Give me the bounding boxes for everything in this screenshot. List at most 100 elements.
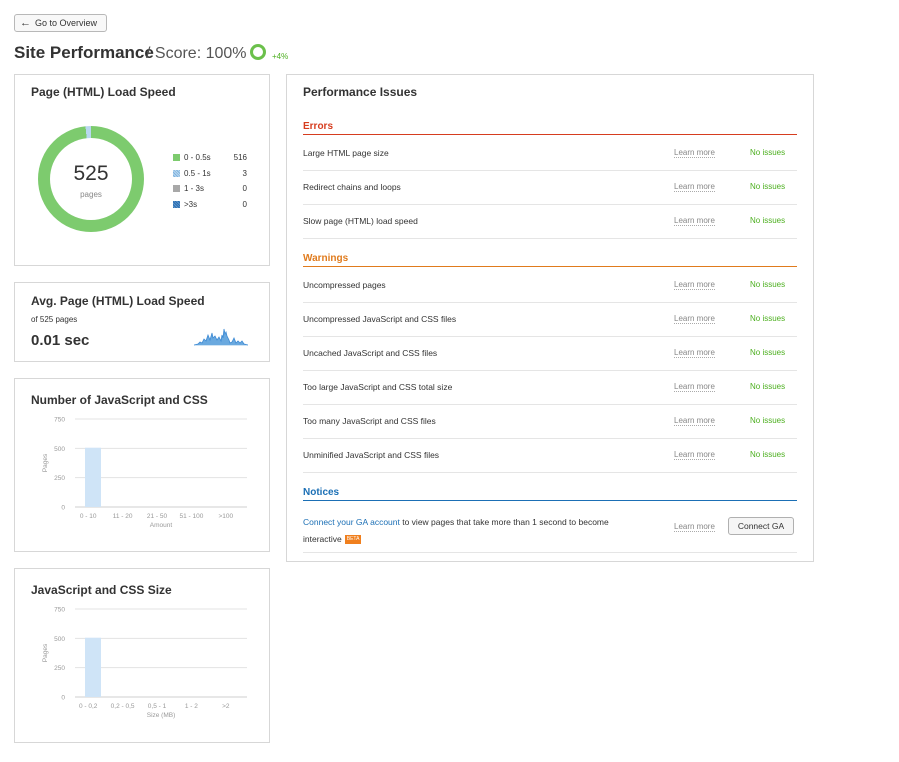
issue-row: Uncompressed JavaScript and CSS files Lea…	[303, 303, 797, 337]
learn-more-link[interactable]: Learn more	[674, 416, 715, 426]
issue-name: Redirect chains and loops	[303, 182, 401, 192]
legend-item[interactable]: 0.5 - 1s 3	[173, 168, 247, 184]
issue-row: Uncompressed pages Learn more No issues	[303, 269, 797, 303]
learn-more-link[interactable]: Learn more	[674, 148, 715, 158]
card-title: Performance Issues	[303, 85, 418, 99]
y-axis-label: Pages	[42, 643, 49, 662]
legend-label: 1 - 3s	[184, 184, 205, 193]
beta-badge: BETA	[344, 535, 362, 545]
y-tick-label: 250	[54, 475, 65, 482]
avg-speed-value: 0.01 sec	[31, 332, 90, 349]
legend-value: 516	[233, 153, 247, 162]
issue-name: Too large JavaScript and CSS total size	[303, 382, 453, 392]
legend-value: 3	[242, 168, 247, 178]
learn-more-link[interactable]: Learn more	[674, 182, 715, 192]
card-title: Avg. Page (HTML) Load Speed	[31, 294, 205, 308]
errors-heading: Errors	[303, 121, 797, 135]
legend-swatch	[173, 200, 180, 208]
x-tick-label: 11 - 20	[113, 513, 133, 520]
y-tick-label: 500	[54, 446, 65, 453]
legend-item[interactable]: 0 - 0.5s 516	[173, 152, 247, 168]
issue-status: No issues	[750, 182, 786, 191]
legend-swatch	[173, 185, 180, 192]
issue-name: Too many JavaScript and CSS files	[303, 416, 436, 426]
legend-value: 0	[242, 199, 247, 209]
x-tick-label: 0,2 - 0,5	[111, 703, 135, 710]
issue-name: Unminified JavaScript and CSS files	[303, 450, 440, 460]
avg-load-speed-card: Avg. Page (HTML) Load Speed of 525 pages…	[14, 282, 270, 362]
performance-issues-panel: Performance Issues Errors Large HTML pag…	[286, 74, 814, 562]
issue-row: Too many JavaScript and CSS files Learn m…	[303, 405, 797, 439]
learn-more-link[interactable]: Learn more	[674, 314, 715, 324]
go-to-overview-label: Go to Overview	[35, 18, 98, 28]
y-tick-label: 0	[61, 505, 65, 512]
learn-more-link[interactable]: Learn more	[674, 280, 715, 290]
page-title: Site Performance	[14, 43, 154, 62]
learn-more-link[interactable]: Learn more	[674, 450, 715, 460]
issue-status: No issues	[750, 314, 786, 323]
issue-row: Slow page (HTML) load speed Learn more No …	[303, 205, 797, 239]
y-tick-label: 500	[54, 636, 65, 643]
x-tick-label: >100	[218, 513, 233, 520]
js-css-size-chart: 0 250 500 750 0 - 0,2 0,2 - 0,5 0,5 - 1 1 - 2 >2…	[42, 607, 247, 719]
legend-value: 0	[242, 184, 247, 193]
learn-more-link[interactable]: Learn more	[674, 522, 715, 532]
issue-status: No issues	[750, 280, 786, 289]
bar	[85, 447, 101, 507]
y-tick-label: 750	[54, 607, 65, 614]
issue-status: No issues	[750, 416, 786, 425]
issue-row: Uncached JavaScript and CSS files Learn m…	[303, 337, 797, 371]
issue-status: No issues	[750, 450, 786, 459]
x-tick-label: 0,5 - 1	[148, 703, 167, 710]
notice-text: Connect your GA account to view pages th…	[303, 514, 648, 548]
notices-heading: Notices	[303, 487, 797, 501]
load-speed-card: Page (HTML) Load Speed 525 pages 0 - 0.5…	[14, 74, 270, 266]
x-axis-label: Amount	[150, 522, 173, 529]
donut-total-label: pages	[80, 190, 102, 199]
bar	[85, 637, 101, 697]
issue-name: Large HTML page size	[303, 148, 389, 158]
legend-item[interactable]: 1 - 3s 0	[173, 183, 247, 199]
donut-total: 525	[73, 162, 109, 185]
legend-item[interactable]: >3s 0	[173, 199, 247, 215]
legend-label: 0 - 0.5s	[184, 153, 211, 162]
learn-more-link[interactable]: Learn more	[674, 348, 715, 358]
card-title: Number of JavaScript and CSS	[31, 393, 208, 407]
x-axis-label: Size (MB)	[147, 712, 176, 719]
y-axis-label: Pages	[42, 453, 49, 472]
legend-swatch	[173, 169, 180, 177]
legend-swatch	[173, 154, 180, 161]
connect-ga-link[interactable]: Connect your GA account	[303, 517, 400, 527]
legend-label: 0.5 - 1s	[184, 168, 211, 178]
connect-ga-button[interactable]: Connect GA	[728, 517, 794, 535]
js-css-count-card: Number of JavaScript and CSS 0 250 500 750 0…	[14, 378, 270, 552]
score-text: / Score: 100%	[146, 45, 247, 62]
issue-name: Slow page (HTML) load speed	[303, 216, 418, 226]
legend-label: >3s	[184, 199, 198, 209]
load-speed-donut: 525 pages	[38, 126, 144, 232]
issue-status: No issues	[750, 348, 786, 357]
notice-row: Connect your GA account to view pages th…	[303, 511, 797, 553]
learn-more-link[interactable]: Learn more	[674, 216, 715, 226]
issue-name: Uncompressed JavaScript and CSS files	[303, 314, 457, 324]
card-title: JavaScript and CSS Size	[31, 583, 172, 597]
issue-name: Uncached JavaScript and CSS files	[303, 348, 438, 358]
load-speed-sparkline	[194, 328, 248, 346]
x-tick-label: 51 - 100	[179, 513, 203, 520]
donut-legend: 0 - 0.5s 516 0.5 - 1s 3 1 - 3s 0 >3s 0	[173, 152, 247, 214]
issue-status: No issues	[750, 382, 786, 391]
score-delta: +4%	[272, 52, 289, 61]
x-tick-label: 1 - 2	[185, 703, 198, 710]
warnings-heading: Warnings	[303, 253, 797, 267]
notice-description: to view pages that take more than 1 seco…	[303, 517, 609, 544]
issue-row: Large HTML page size Learn more No issues	[303, 137, 797, 171]
y-tick-label: 750	[54, 417, 65, 424]
go-to-overview-button[interactable]: ← Go to Overview	[14, 14, 107, 32]
score-ring-icon	[250, 44, 266, 60]
learn-more-link[interactable]: Learn more	[674, 382, 715, 392]
issue-status: No issues	[750, 216, 786, 225]
issue-row: Too large JavaScript and CSS total size L…	[303, 371, 797, 405]
card-title: Page (HTML) Load Speed	[31, 85, 176, 99]
y-tick-label: 250	[54, 665, 65, 672]
js-css-count-chart: 0 250 500 750 0 - 10 11 - 20 21 - 50 51 - 100 >1…	[42, 417, 247, 529]
